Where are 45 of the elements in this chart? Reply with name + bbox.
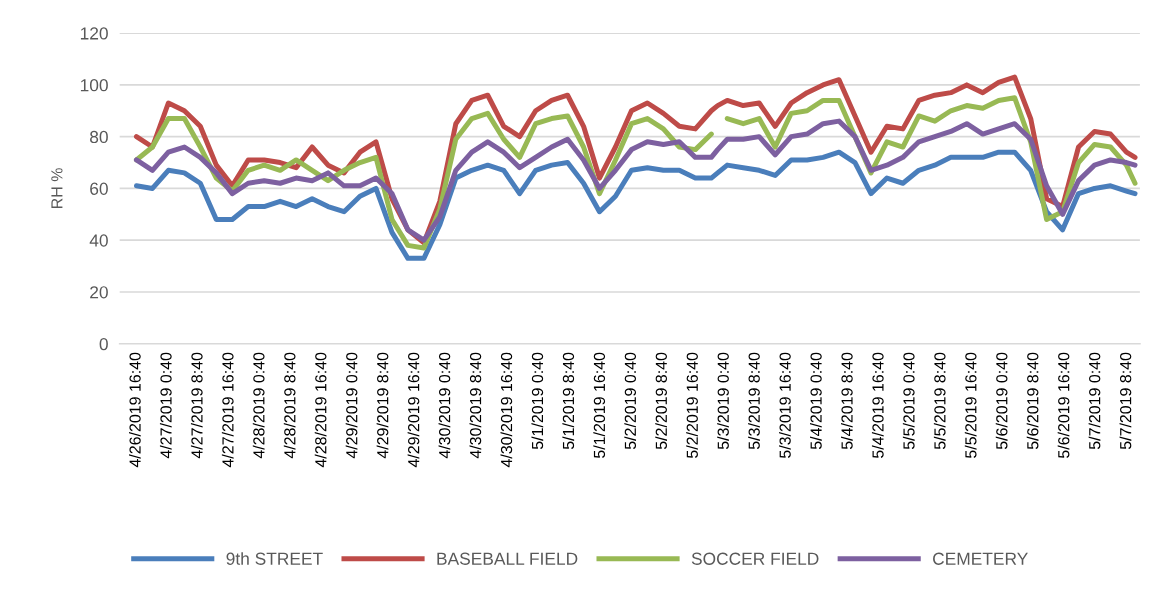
x-tick-label: 4/27/2019 0:40 <box>159 352 172 459</box>
x-tick-label: 5/7/2019 0:40 <box>1088 352 1101 450</box>
x-tick-label: 4/29/2019 0:40 <box>345 352 358 459</box>
y-tick-label: 40 <box>89 234 108 247</box>
x-tick-label: 4/29/2019 8:40 <box>376 352 389 459</box>
y-tick-label: 120 <box>80 27 108 40</box>
x-tick-label: 5/2/2019 0:40 <box>624 352 637 450</box>
x-tick-label: 5/6/2019 0:40 <box>995 352 1008 450</box>
x-tick-label: 4/28/2019 0:40 <box>252 352 265 459</box>
x-tick-label: 5/2/2019 8:40 <box>655 352 667 450</box>
legend-label: 9th STREET <box>226 552 323 565</box>
x-tick-label: 5/4/2019 0:40 <box>810 352 822 450</box>
x-tick-label: 5/7/2019 8:40 <box>1119 352 1132 450</box>
x-tick-label: 4/27/2019 16:40 <box>221 352 234 468</box>
x-tick-label: 5/3/2019 0:40 <box>717 352 729 450</box>
x-tick-label: 4/30/2019 0:40 <box>438 352 451 459</box>
x-tick-label: 5/3/2019 8:40 <box>748 352 760 450</box>
legend-label: CEMETERY <box>933 552 1028 565</box>
x-tick-label: 5/3/2019 16:40 <box>779 352 791 459</box>
x-tick-label: 5/1/2019 8:40 <box>562 352 575 450</box>
x-tick-label: 5/1/2019 0:40 <box>531 352 544 450</box>
x-tick-label: 4/30/2019 16:40 <box>500 352 513 468</box>
x-tick-label: 5/6/2019 8:40 <box>1026 352 1039 450</box>
x-tick-label: 5/6/2019 16:40 <box>1057 352 1070 459</box>
x-tick-label: 5/5/2019 8:40 <box>933 352 946 450</box>
x-tick-label: 4/30/2019 8:40 <box>469 352 482 459</box>
y-tick-label: 20 <box>90 286 108 299</box>
y-tick-label: 60 <box>90 182 108 195</box>
x-tick-label: 5/5/2019 16:40 <box>964 352 977 459</box>
x-tick-label: 5/4/2019 8:40 <box>840 352 853 450</box>
x-tick-label: 4/26/2019 16:40 <box>129 352 141 468</box>
x-tick-label: 4/28/2019 8:40 <box>283 352 296 459</box>
x-tick-label: 4/28/2019 16:40 <box>314 352 327 468</box>
y-tick-label: 0 <box>99 337 108 351</box>
x-tick-label: 4/29/2019 16:40 <box>407 352 420 468</box>
x-tick-label: 5/4/2019 16:40 <box>871 352 884 459</box>
x-tick-label: 5/5/2019 0:40 <box>902 352 915 450</box>
y-tick-label: 100 <box>80 79 108 92</box>
x-tick-label: 4/27/2019 8:40 <box>190 352 203 459</box>
x-tick-label: 5/2/2019 16:40 <box>686 352 698 459</box>
legend-label: SOCCER FIELD <box>691 552 819 565</box>
x-tick-label: 5/1/2019 16:40 <box>593 352 606 459</box>
legend-label: BASEBALL FIELD <box>437 552 578 565</box>
y-tick-label: 80 <box>90 130 108 144</box>
y-axis-title: RH % <box>51 168 63 208</box>
